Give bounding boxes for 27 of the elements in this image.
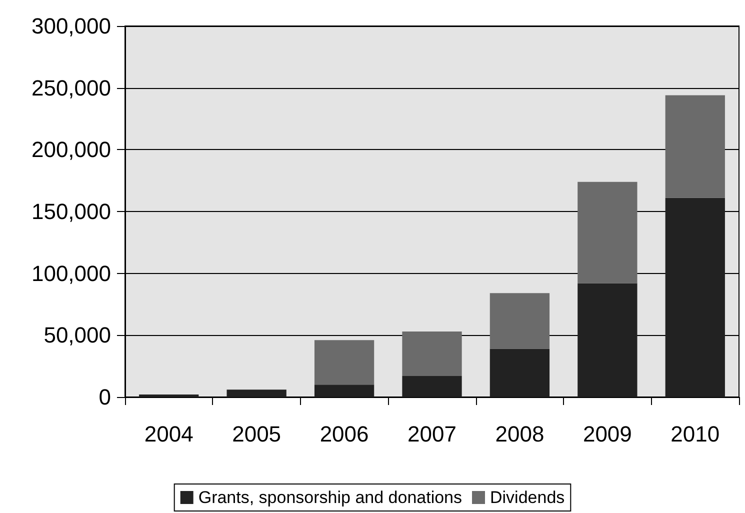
bar [490,348,550,397]
y-tick-label: 150,000 [31,199,111,224]
bar [402,376,462,397]
bar [665,95,725,198]
y-tick-label: 50,000 [44,322,111,348]
x-tick-label: 2006 [320,422,369,446]
bar [490,293,550,349]
y-tick-label: 300,000 [31,14,111,38]
bar [314,384,374,397]
bar [578,182,638,284]
x-tick-label: 2004 [144,422,194,446]
bar [402,331,462,376]
x-tick-label: 2005 [232,422,282,446]
y-tick-label: 100,000 [31,260,111,286]
bar [314,340,374,385]
bar [578,283,638,397]
x-tick-label: 2007 [408,422,456,446]
y-tick-label: 250,000 [31,75,111,100]
legend-label: Grants, sponsorship and donations [198,488,462,507]
x-tick-label: 2009 [582,422,632,446]
bar [665,198,725,397]
legend-label: Dividends [490,488,565,507]
x-tick-label: 2010 [670,422,720,446]
y-tick-label: 200,000 [31,137,111,162]
y-tick-label: 0 [98,384,111,410]
x-tick-label: 2008 [495,422,544,446]
bar [226,390,286,397]
